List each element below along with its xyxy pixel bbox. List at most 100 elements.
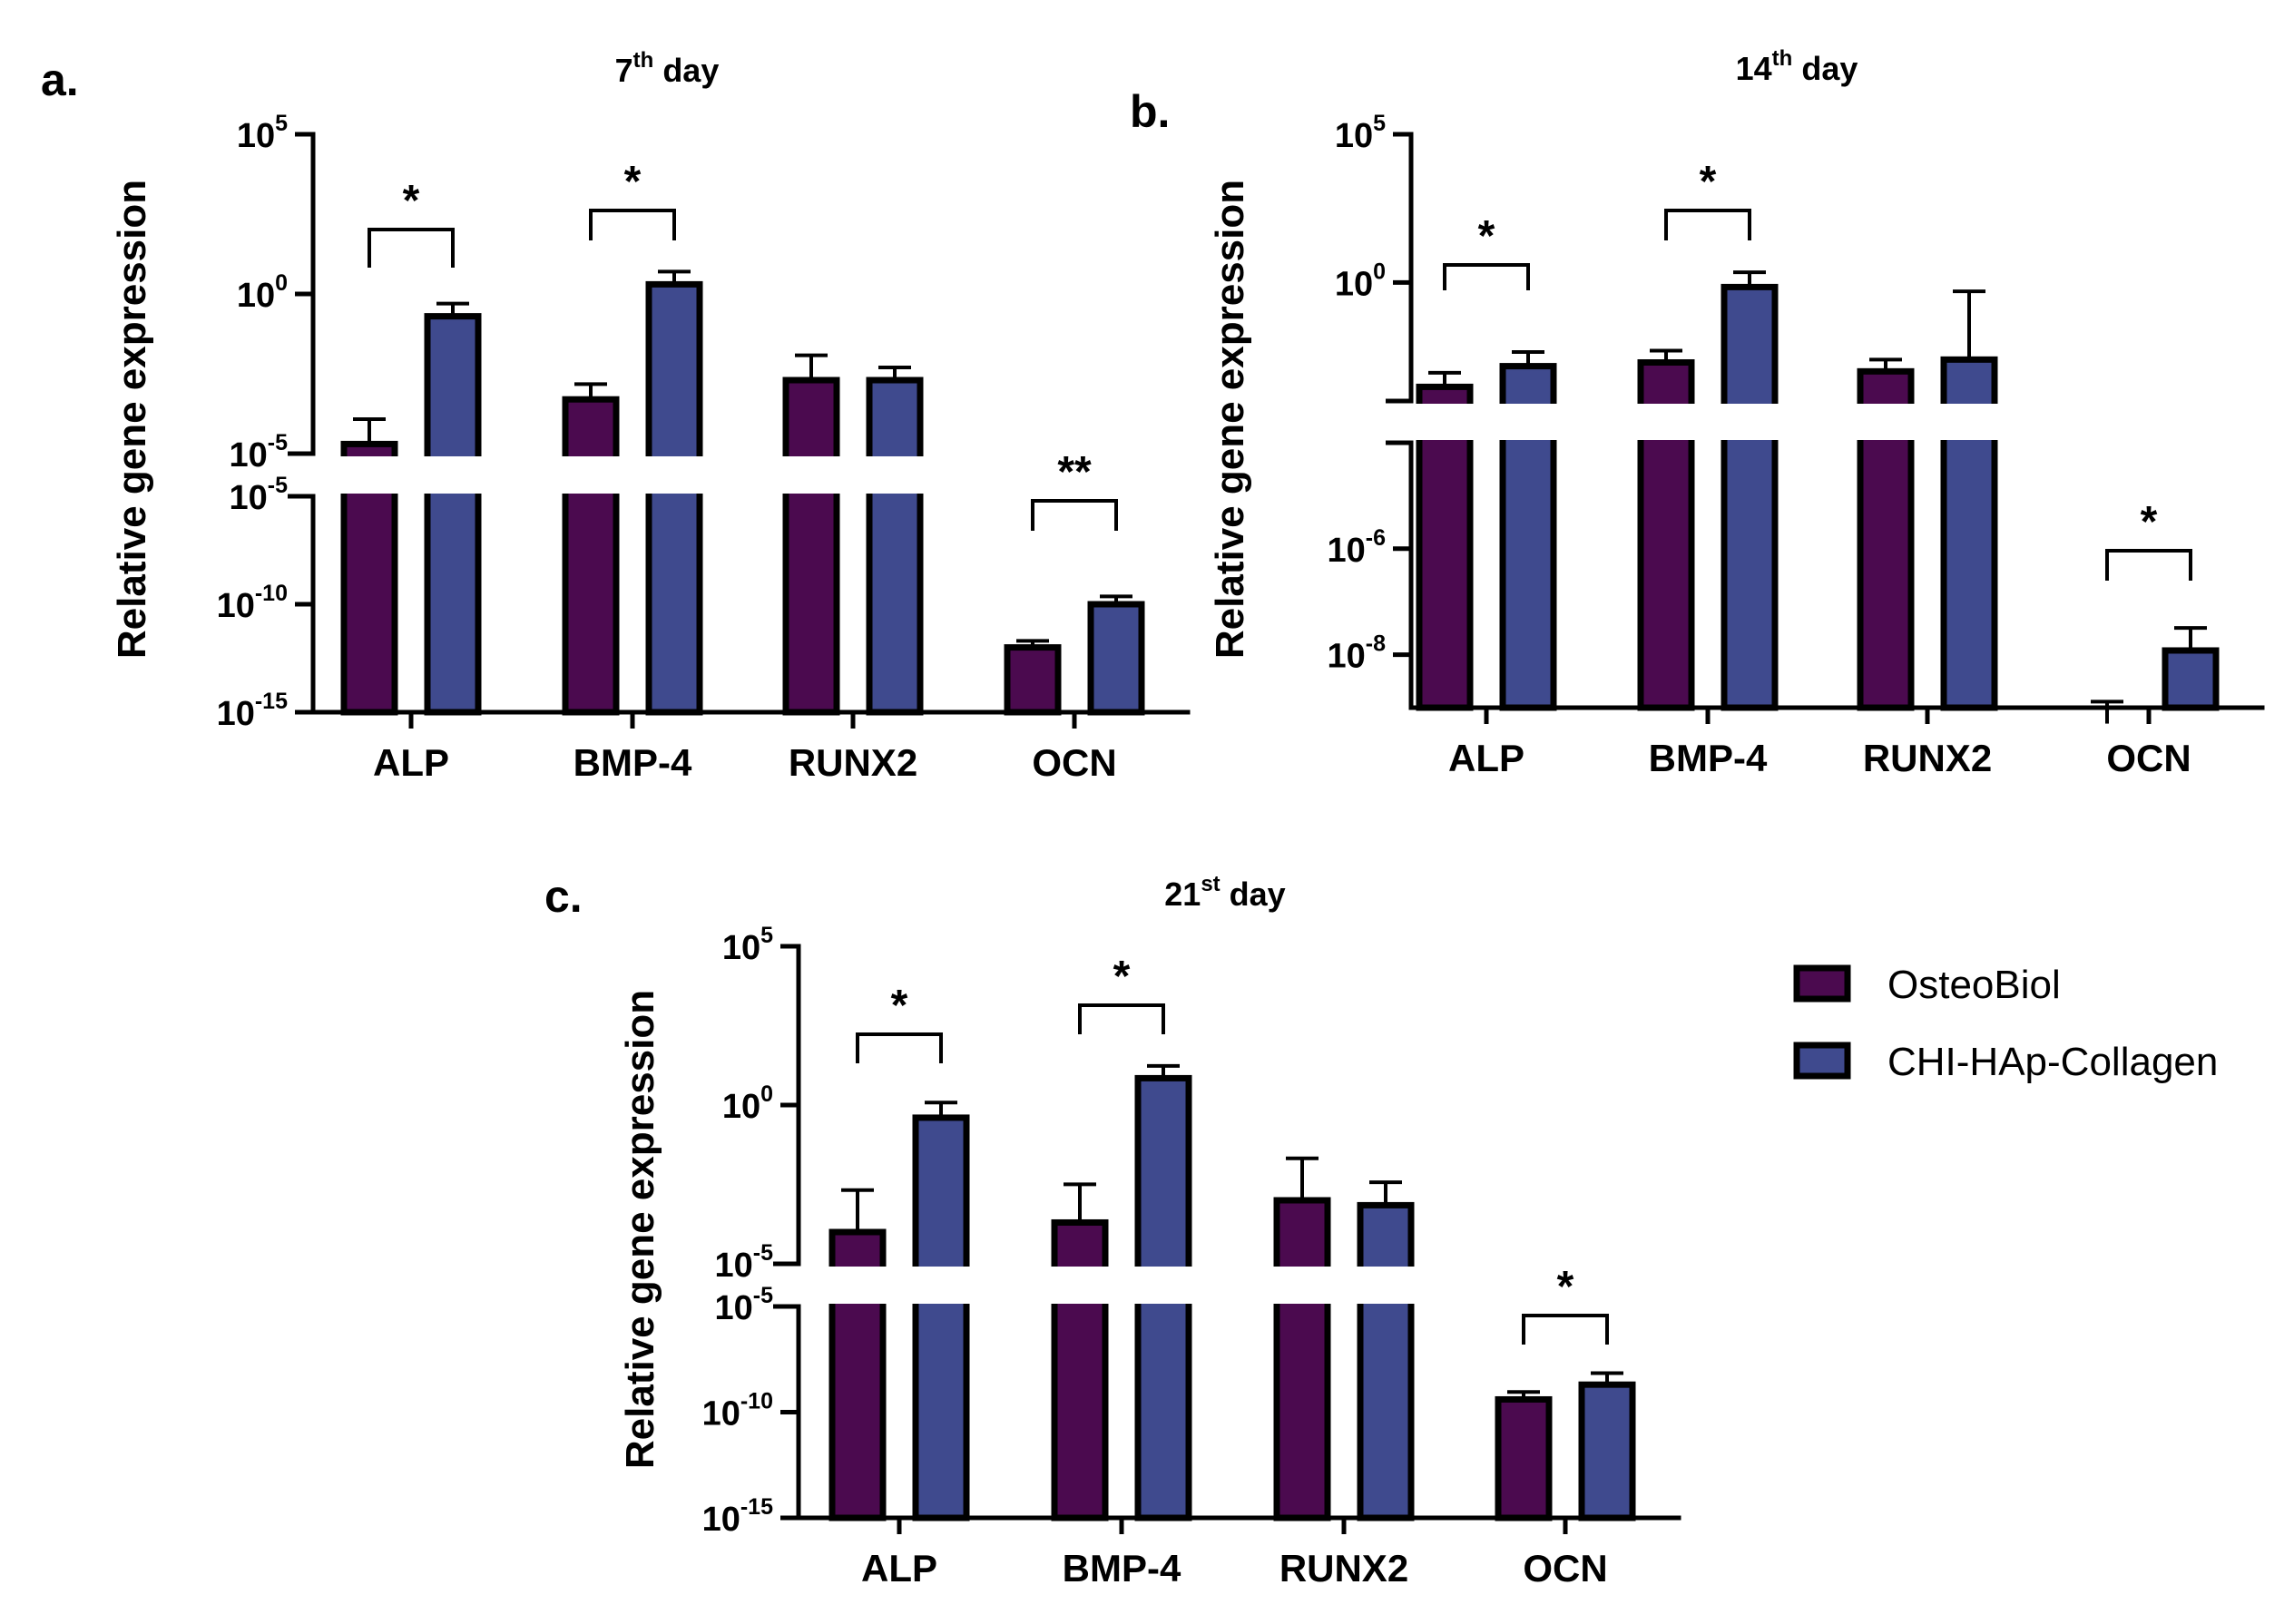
significance-bracket	[1443, 263, 1530, 290]
legend-item-chi-hap-collagen: CHI-HAp-Collagen	[1793, 1040, 2218, 1084]
bar-break-gap	[864, 456, 926, 494]
tick-base: 10	[1335, 117, 1373, 155]
tick-base: 10	[722, 929, 760, 967]
bar-break-gap	[910, 1267, 972, 1304]
y-tick-upper-2-label: 105	[237, 111, 288, 155]
y-tick-lower-2-label: 10-5	[714, 1283, 773, 1327]
bar-RUNX2-chi-hap-collagen	[1357, 1201, 1415, 1521]
significance-BMP-4: *	[1664, 158, 1751, 240]
significance-marker: *	[1557, 1263, 1574, 1311]
title-text: day	[1792, 50, 1858, 87]
chart-title: 14th day	[1736, 46, 1858, 87]
y-tick-upper-0-label: 10-5	[229, 430, 288, 474]
tick-base: 10	[217, 587, 255, 625]
significance-BMP-4: *	[589, 158, 676, 240]
bar-break-gap	[1635, 404, 1697, 440]
tick-base: 10	[702, 1501, 740, 1539]
legend-item-osteobiol: OsteoBiol	[1793, 963, 2061, 1007]
y-tick-upper-1-label: 105	[1335, 111, 1386, 155]
x-tick-label-BMP-4: BMP-4	[1649, 737, 1768, 779]
bar-RUNX2-chi-hap-collagen	[866, 377, 924, 716]
panel-label: a.	[41, 54, 79, 105]
x-tick-label-BMP-4: BMP-4	[1063, 1547, 1181, 1590]
title-number: 7	[615, 52, 633, 89]
significance-bracket	[368, 228, 455, 268]
y-tick-lower-0-label: 10-15	[702, 1494, 774, 1539]
significance-BMP-4: *	[1078, 953, 1165, 1034]
title-superscript: st	[1201, 872, 1220, 896]
significance-bracket	[1664, 209, 1751, 240]
significance-OCN: *	[1522, 1263, 1609, 1345]
bar-break-gap	[827, 1267, 888, 1304]
bar-break-gap	[1049, 1267, 1111, 1304]
tick-exponent: 5	[1373, 111, 1386, 136]
significance-marker: *	[1700, 158, 1717, 206]
axis-break	[773, 1261, 799, 1309]
bar-break-gap	[1497, 404, 1559, 440]
tick-exponent: 0	[1373, 259, 1386, 284]
tick-base: 10	[237, 117, 275, 155]
significance-marker: *	[891, 982, 908, 1030]
y-axis-label: Relative gene expression	[110, 180, 154, 659]
panel-label: b.	[1130, 86, 1170, 137]
significance-bracket	[589, 209, 676, 240]
y-tick-upper-1-label: 100	[237, 270, 288, 315]
significance-bracket	[1522, 1314, 1609, 1345]
tick-exponent: -15	[740, 1494, 773, 1520]
y-tick-lower-1-label: 10-6	[1327, 525, 1386, 570]
tick-base: 10	[1327, 532, 1365, 570]
tick-exponent: 5	[275, 111, 288, 136]
tick-exponent: -6	[1366, 525, 1386, 551]
axis-break	[288, 451, 313, 499]
x-tick-label-ALP: ALP	[861, 1547, 937, 1590]
bar-BMP-4-osteobiol	[562, 396, 620, 716]
y-tick-lower-0-label: 10-8	[1327, 631, 1386, 676]
bar-RUNX2-osteobiol	[1273, 1197, 1331, 1521]
y-tick-upper-1-label: 100	[722, 1081, 773, 1126]
bar-break-gap	[560, 456, 622, 494]
tick-exponent: -8	[1366, 631, 1386, 657]
chart-title: 21st day	[1164, 872, 1285, 913]
tick-base: 10	[714, 1289, 752, 1327]
title-number: 21	[1164, 876, 1201, 913]
tick-base: 10	[229, 436, 267, 474]
bar-OCN-chi-hap-collagen	[2162, 647, 2220, 711]
bar-RUNX2-osteobiol	[782, 377, 840, 716]
legend-swatch	[1793, 964, 1851, 1003]
legend: OsteoBiol CHI-HAp-Collagen	[1793, 963, 2218, 1084]
bar-ALP-chi-hap-collagen	[424, 313, 482, 716]
bar-OCN-chi-hap-collagen	[1087, 601, 1145, 716]
x-tick-label-OCN: OCN	[2106, 737, 2191, 779]
bar-break-gap	[338, 456, 400, 494]
bar-break-gap	[1132, 1267, 1194, 1304]
legend-label: OsteoBiol	[1887, 963, 2061, 1007]
tick-exponent: -15	[255, 689, 288, 714]
x-tick-label-ALP: ALP	[1448, 737, 1524, 779]
tick-base: 10	[237, 277, 275, 315]
significance-marker: *	[1113, 953, 1131, 1001]
tick-base: 10	[1327, 638, 1365, 676]
y-tick-lower-0-label: 10-15	[217, 689, 289, 733]
tick-exponent: -10	[255, 581, 288, 606]
significance-marker: *	[2141, 498, 2158, 546]
significance-OCN: **	[1031, 448, 1118, 531]
tick-exponent: 5	[760, 923, 773, 948]
tick-exponent: 0	[275, 270, 288, 296]
tick-exponent: -10	[740, 1389, 773, 1414]
bar-break-gap	[422, 456, 484, 494]
bar-break-gap	[643, 456, 705, 494]
bar-ALP-osteobiol	[1416, 383, 1474, 711]
bar-OCN-chi-hap-collagen	[1578, 1381, 1636, 1521]
x-tick-label-OCN: OCN	[1032, 741, 1116, 784]
tick-exponent: -5	[268, 430, 288, 455]
significance-marker: *	[1478, 212, 1495, 260]
x-tick-label-OCN: OCN	[1523, 1547, 1607, 1590]
tick-base: 10	[229, 479, 267, 517]
bar-BMP-4-chi-hap-collagen	[645, 280, 703, 716]
title-superscript: th	[1772, 46, 1793, 71]
x-tick-label-BMP-4: BMP-4	[574, 741, 692, 784]
bar-ALP-chi-hap-collagen	[912, 1114, 970, 1521]
